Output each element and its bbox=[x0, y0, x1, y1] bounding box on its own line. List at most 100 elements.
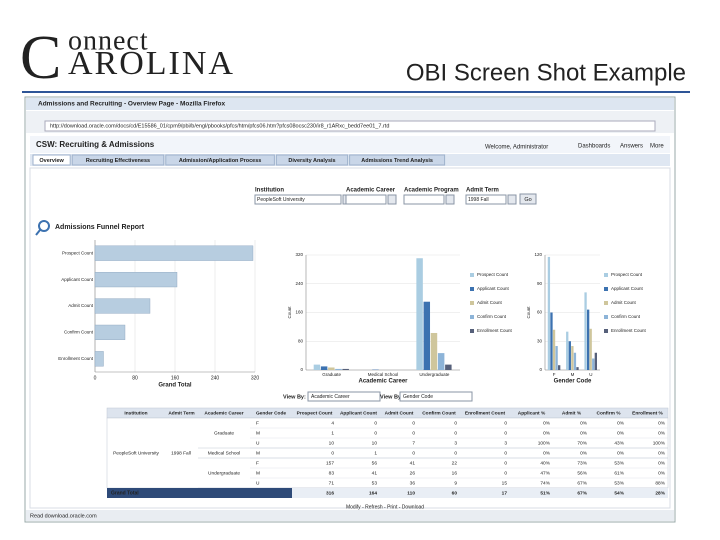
bar bbox=[571, 346, 574, 370]
gender-cell: F bbox=[256, 420, 259, 426]
view-by-value: Gender Code bbox=[403, 394, 433, 400]
legend-swatch bbox=[470, 329, 474, 333]
nav-link[interactable]: Answers bbox=[620, 144, 643, 150]
total-cell: 51% bbox=[540, 490, 550, 496]
url-box bbox=[44, 120, 656, 132]
x-axis-title: Academic Career bbox=[358, 379, 408, 385]
url: http://download.oracle.com/docs/cd/E1558… bbox=[50, 123, 389, 129]
tab[interactable] bbox=[275, 154, 349, 166]
number-cell: 47% bbox=[540, 470, 550, 476]
y-axis-title: Count bbox=[526, 306, 531, 319]
x-tick-label: F bbox=[553, 372, 556, 377]
tab-label: Diversity Analysis bbox=[288, 158, 335, 164]
column-header: Admit Term bbox=[168, 410, 194, 416]
prompt-label: Academic Program bbox=[404, 188, 459, 194]
number-cell: 67% bbox=[577, 480, 587, 486]
tab[interactable] bbox=[32, 154, 71, 166]
report-title: Admissions Funnel Report bbox=[55, 224, 145, 231]
report-icon bbox=[38, 220, 50, 232]
number-cell: 0 bbox=[331, 450, 334, 456]
bar bbox=[423, 301, 431, 370]
column-header: Confirm % bbox=[597, 410, 622, 416]
column-header: Enrollment Count bbox=[465, 410, 506, 416]
logo-text: onnect bbox=[68, 25, 149, 56]
y-tick-label: 80 bbox=[298, 338, 304, 343]
number-cell: 0 bbox=[454, 450, 457, 456]
footer-links[interactable]: Modify - Refresh - Print - Download bbox=[346, 504, 424, 510]
number-cell: 0 bbox=[504, 460, 507, 466]
number-cell: 0 bbox=[412, 430, 415, 436]
column-header: Admit Count bbox=[385, 410, 414, 416]
number-cell: 56 bbox=[372, 460, 378, 466]
prompt-label: Institution bbox=[255, 188, 284, 194]
total-cell: 316 bbox=[326, 490, 334, 496]
y-tick-label: 60 bbox=[537, 310, 543, 315]
x-tick-label: 240 bbox=[211, 375, 220, 381]
bar bbox=[552, 329, 556, 370]
number-cell: 0% bbox=[658, 470, 666, 476]
welcome: Welcome, Administrator bbox=[485, 145, 548, 151]
prompt-input[interactable] bbox=[345, 194, 387, 205]
number-cell: 0 bbox=[454, 420, 457, 426]
number-cell: 74% bbox=[540, 480, 550, 486]
bar bbox=[584, 292, 587, 370]
tab-label: Admissions Trend Analysis bbox=[361, 158, 433, 164]
tab[interactable] bbox=[71, 154, 165, 166]
y-tick-label: 0 bbox=[300, 367, 303, 372]
total-cell: 60 bbox=[452, 490, 458, 496]
number-cell: 26 bbox=[410, 470, 416, 476]
legend-label: Confirm Count bbox=[477, 314, 507, 319]
legend-swatch bbox=[604, 273, 608, 277]
legend-swatch bbox=[604, 301, 608, 305]
number-cell: 22 bbox=[452, 460, 458, 466]
x-tick-label: Undergraduate bbox=[419, 372, 450, 377]
career-cell: Graduate bbox=[214, 430, 234, 436]
number-cell: 10 bbox=[329, 440, 335, 446]
legend-label: Enrollment Count bbox=[611, 328, 647, 333]
bar bbox=[416, 258, 423, 370]
x-axis-title: Gender Code bbox=[554, 379, 592, 385]
x-tick-label: M bbox=[571, 372, 575, 377]
bar bbox=[550, 312, 553, 370]
tab[interactable] bbox=[349, 154, 446, 166]
status-text: Read download.oracle.com bbox=[30, 513, 97, 519]
number-cell: 0% bbox=[658, 420, 666, 426]
column-header: Applicant % bbox=[518, 410, 546, 416]
prompt-value: PeopleSoft University bbox=[257, 197, 305, 203]
view-by-value: Academic Career bbox=[311, 394, 350, 400]
number-cell: 4 bbox=[331, 420, 334, 426]
bar bbox=[94, 245, 254, 261]
prompt-button[interactable] bbox=[507, 194, 517, 205]
go-button[interactable] bbox=[519, 193, 537, 205]
view-by-select[interactable] bbox=[307, 391, 381, 402]
y-tick-label: 120 bbox=[534, 252, 542, 257]
view-by-select[interactable] bbox=[399, 391, 473, 402]
bar bbox=[568, 341, 571, 370]
nav-link[interactable]: More bbox=[650, 144, 664, 150]
bar bbox=[589, 328, 592, 370]
number-cell: 71 bbox=[329, 480, 335, 486]
tab[interactable] bbox=[165, 154, 275, 166]
prompt-button[interactable] bbox=[387, 194, 397, 205]
x-tick-label: 320 bbox=[251, 375, 260, 381]
gender-cell: U bbox=[256, 440, 260, 446]
total-cell: 67% bbox=[577, 490, 587, 496]
view-by-label: View By: bbox=[380, 394, 403, 400]
number-cell: 0% bbox=[658, 450, 666, 456]
legend-label: Admit Count bbox=[477, 300, 503, 305]
x-tick-label: 0 bbox=[94, 375, 97, 381]
prompt-input[interactable] bbox=[254, 194, 342, 205]
category-label: Prospect Count bbox=[62, 250, 94, 255]
number-cell: 0 bbox=[374, 420, 377, 426]
career-cell: Undergraduate bbox=[208, 470, 240, 476]
prompt-input[interactable] bbox=[403, 194, 445, 205]
number-cell: 0 bbox=[412, 420, 415, 426]
page-title: OBI Screen Shot Example bbox=[406, 59, 686, 86]
number-cell: 3 bbox=[504, 440, 507, 446]
prompt-button[interactable] bbox=[445, 194, 455, 205]
number-cell: 0 bbox=[504, 420, 507, 426]
nav-link[interactable]: Dashboards bbox=[578, 144, 610, 150]
x-tick-label: Graduate bbox=[322, 372, 341, 377]
prompt-input[interactable] bbox=[465, 194, 507, 205]
bar bbox=[573, 352, 577, 370]
